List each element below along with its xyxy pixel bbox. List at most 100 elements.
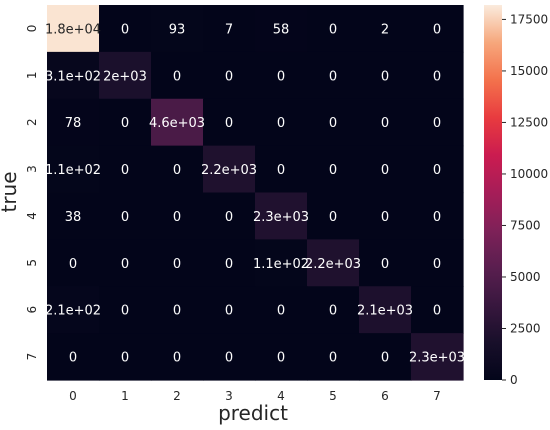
y-tick-label: 4 xyxy=(25,212,39,220)
colorbar-tick-label: 5000 xyxy=(510,270,541,284)
cell-annotations: 1.8e+04 0 93 7 58 0 2 0 3.1e+02 2e+03 0 0 0 0 0 0 78 0 4.6… xyxy=(45,22,465,365)
heatmap-cell xyxy=(307,145,360,194)
heatmap-cell xyxy=(359,192,412,240)
cell-annotation: 2.1e+03 xyxy=(357,304,413,319)
cell-annotation: 0 xyxy=(121,351,129,366)
heatmap-cell xyxy=(411,98,464,147)
cell-annotation: 0 xyxy=(225,257,233,272)
heatmap-cell xyxy=(359,5,412,53)
x-tick-label: 4 xyxy=(277,389,285,403)
y-tick-label: 6 xyxy=(25,306,39,314)
cell-annotation: 58 xyxy=(273,22,290,37)
y-tick-label: 7 xyxy=(25,353,39,361)
heatmap-cell xyxy=(255,333,308,381)
cell-annotation: 0 xyxy=(121,116,129,131)
heatmap-cell xyxy=(99,286,152,334)
cell-annotation: 0 xyxy=(277,116,285,131)
heatmap-cell xyxy=(151,239,204,287)
colorbar xyxy=(484,5,502,380)
heatmap-cell xyxy=(359,145,412,194)
colorbar-tick-label: 15000 xyxy=(510,64,548,78)
heatmap-cell xyxy=(151,145,204,194)
cell-annotation: 0 xyxy=(225,351,233,366)
heatmap-cell xyxy=(99,145,152,194)
cell-annotation: 0 xyxy=(277,351,285,366)
y-tick-label: 0 xyxy=(25,25,39,33)
heatmap-cell xyxy=(359,333,412,381)
heatmap-cell xyxy=(255,145,308,194)
cell-annotation: 0 xyxy=(433,257,441,272)
x-tick-label: 0 xyxy=(69,389,77,403)
cell-annotation: 0 xyxy=(277,69,285,84)
cell-annotation: 0 xyxy=(329,351,337,366)
heatmap-cell xyxy=(255,51,308,100)
y-tick-label: 5 xyxy=(25,259,39,267)
heatmap-cell xyxy=(151,286,204,334)
cell-annotation: 0 xyxy=(329,116,337,131)
cell-annotation: 0 xyxy=(173,163,181,178)
heatmap-cell xyxy=(411,145,464,194)
cell-annotation: 2.2e+03 xyxy=(305,257,361,272)
colorbar-tick-label: 2500 xyxy=(510,321,541,335)
cell-annotation: 0 xyxy=(329,163,337,178)
cell-annotation: 0 xyxy=(225,210,233,225)
heatmap-cell xyxy=(255,239,308,287)
heatmap-cell xyxy=(151,5,204,53)
cell-annotation: 0 xyxy=(381,116,389,131)
heatmap-cell xyxy=(203,5,256,53)
x-tick-label: 2 xyxy=(173,389,181,403)
colorbar-tick-label: 0 xyxy=(510,373,518,387)
colorbar-tick-label: 10000 xyxy=(510,167,548,181)
cell-annotation: 0 xyxy=(121,257,129,272)
colorbar-tick-label: 17500 xyxy=(510,12,548,26)
heatmap-cell xyxy=(255,5,308,53)
heatmap-cell xyxy=(307,51,360,100)
cell-annotation: 7 xyxy=(225,22,233,37)
heatmap-cell xyxy=(99,333,152,381)
cell-annotation: 0 xyxy=(173,69,181,84)
heatmap-cell xyxy=(99,5,152,53)
heatmap-cell xyxy=(255,286,308,334)
heatmap-cell xyxy=(99,192,152,240)
cell-annotation: 1.1e+02 xyxy=(253,257,309,272)
x-tick-label: 7 xyxy=(433,389,441,403)
cell-annotation: 0 xyxy=(173,257,181,272)
heatmap-cell xyxy=(151,51,204,100)
y-tick-label: 2 xyxy=(25,118,39,126)
cell-annotation: 0 xyxy=(225,116,233,131)
heatmap-cell xyxy=(359,51,412,100)
heatmap-cell xyxy=(203,98,256,147)
heatmap-cell xyxy=(255,192,308,240)
cell-annotation: 2.3e+03 xyxy=(409,351,465,366)
cell-annotation: 0 xyxy=(381,210,389,225)
heatmap-cell xyxy=(411,51,464,100)
cell-annotation: 0 xyxy=(329,210,337,225)
cell-annotation: 0 xyxy=(381,257,389,272)
cell-annotation: 0 xyxy=(225,69,233,84)
cell-annotation: 2 xyxy=(381,22,389,37)
heatmap-cell xyxy=(359,239,412,287)
heatmap-cell xyxy=(307,239,360,287)
heatmap-cell xyxy=(411,286,464,334)
cell-annotation: 0 xyxy=(121,304,129,319)
heatmap-cell xyxy=(99,239,152,287)
cell-annotation: 38 xyxy=(65,210,82,225)
cell-annotation: 0 xyxy=(329,304,337,319)
heatmap-cell xyxy=(411,239,464,287)
heatmap-cell xyxy=(99,98,152,147)
heatmap-cell xyxy=(47,239,100,287)
cell-annotation: 2.3e+03 xyxy=(253,210,309,225)
x-axis-label: predict xyxy=(218,401,288,425)
heatmap-cell xyxy=(255,98,308,147)
cell-annotation: 1.8e+04 xyxy=(45,22,101,37)
heatmap-cell xyxy=(47,286,100,334)
heatmap-cell xyxy=(307,192,360,240)
heatmap-cell xyxy=(411,5,464,53)
cell-annotation: 0 xyxy=(433,116,441,131)
cell-annotation: 3.1e+02 xyxy=(45,69,101,84)
cell-annotation: 0 xyxy=(329,22,337,37)
heatmap-cell xyxy=(151,192,204,240)
heatmap-cell xyxy=(203,145,256,194)
heatmap-cell xyxy=(99,51,152,100)
